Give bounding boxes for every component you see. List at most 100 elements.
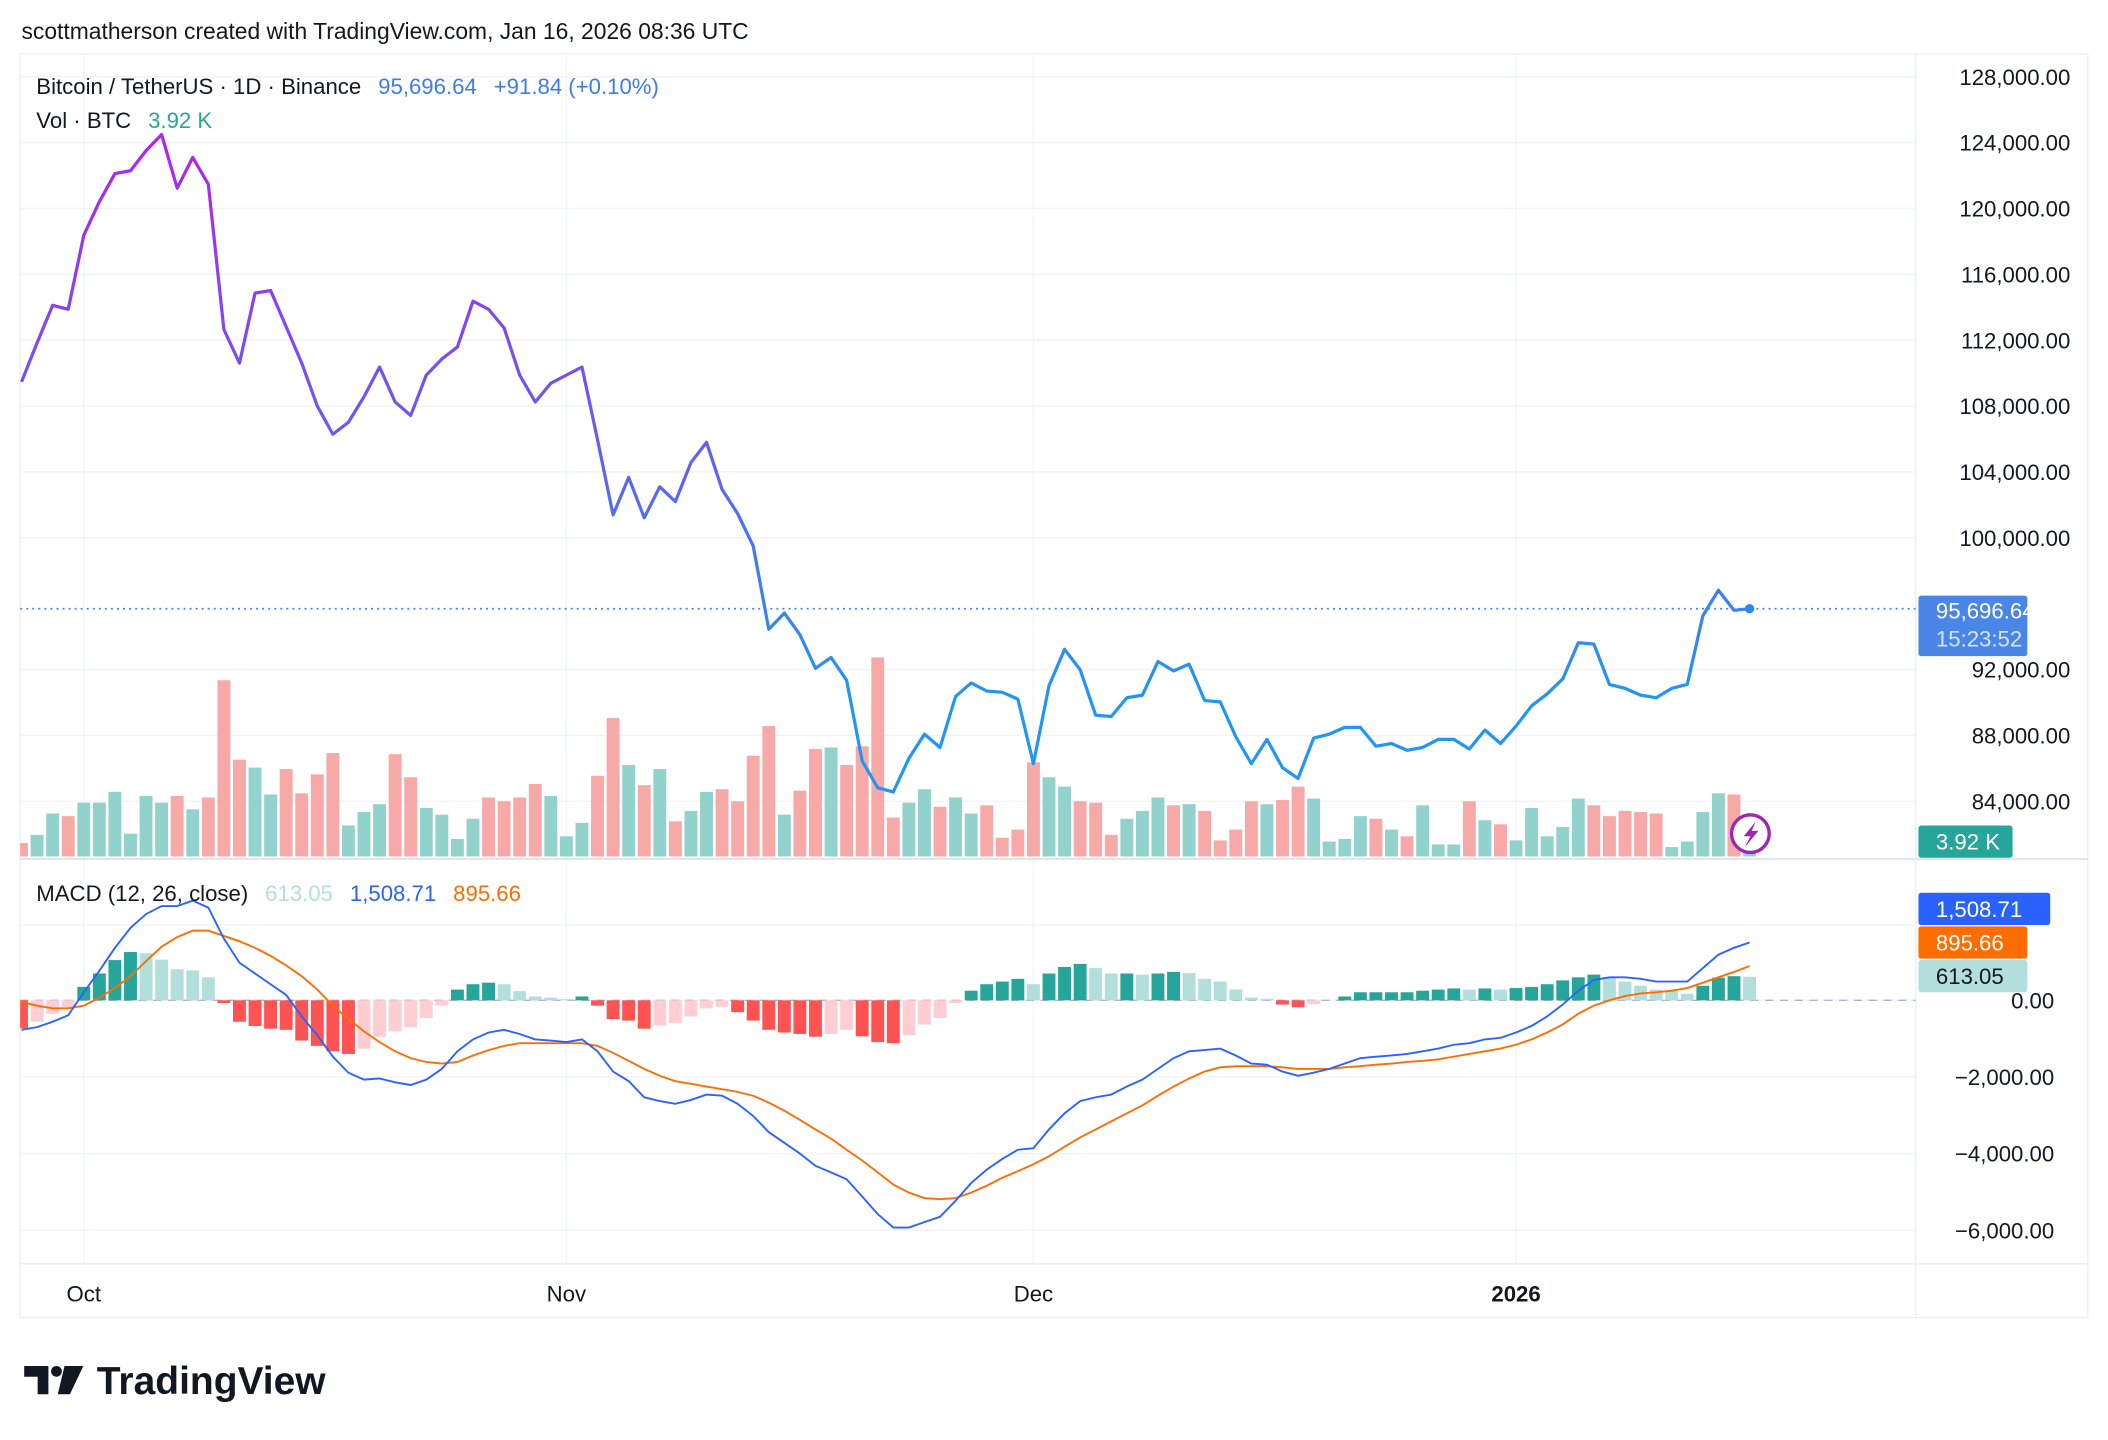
macd-histogram-bar (855, 1000, 869, 1037)
price-tick-label: 84,000.00 (1972, 789, 2071, 814)
macd-histogram-bar (1213, 981, 1227, 1001)
volume-bar (1587, 805, 1601, 857)
volume-bar (964, 813, 978, 857)
volume-bar (1353, 816, 1367, 857)
macd-histogram-bar (435, 1000, 449, 1006)
macd-histogram-bar (1307, 1000, 1321, 1005)
macd-histogram-bar (1260, 998, 1274, 1001)
volume-bar (840, 764, 854, 857)
macd-histogram-bar (1602, 977, 1616, 1001)
volume-bar (1509, 840, 1523, 857)
macd-histogram-bar (30, 1000, 44, 1022)
lightning-icon[interactable] (1729, 813, 1771, 855)
volume-bar (46, 813, 60, 857)
volume-bar (1089, 802, 1103, 857)
volume-bar (264, 794, 278, 857)
volume-bar (201, 797, 215, 857)
volume-bar (1525, 807, 1539, 857)
symbol-legend[interactable]: Bitcoin / TetherUS · 1D · Binance 95,696… (36, 74, 659, 99)
volume-legend-value: 3.92 K (148, 108, 212, 133)
volume-bar (1307, 798, 1321, 857)
last-price-dot (1744, 604, 1755, 614)
volume-bar (1291, 786, 1305, 857)
volume-bar (715, 789, 729, 857)
macd-pane (20, 899, 1916, 1229)
attribution-text: scottmatherson created with TradingView.… (22, 18, 749, 44)
macd-histogram-bar (186, 970, 200, 1001)
volume-bar (668, 821, 682, 857)
volume-legend[interactable]: Vol · BTC 3.92 K (36, 108, 212, 133)
macd-line (21, 899, 1750, 1229)
macd-histogram-bar (1696, 985, 1710, 1001)
macd-histogram-bar (668, 1000, 682, 1023)
volume-bar (233, 759, 246, 857)
macd-histogram-bar (606, 1000, 620, 1020)
volume-axis-label: 3.92 K (1918, 825, 2013, 858)
macd-title: MACD (12, 26, close) (36, 881, 248, 906)
macd-histogram-bar (20, 1000, 28, 1029)
macd-histogram-bar (746, 1000, 760, 1021)
macd-histogram-bar (544, 997, 558, 1001)
macd-histogram-bar (700, 1000, 713, 1009)
macd-histogram-bar (264, 1000, 278, 1029)
volume-title: Vol · BTC (36, 108, 131, 133)
macd-histogram-bar (419, 1000, 433, 1018)
volume-bar (388, 754, 402, 857)
macd-histogram-bar (155, 959, 169, 1001)
macd-histogram-bar (1182, 973, 1196, 1001)
macd-histogram-bar (1556, 980, 1570, 1001)
macd-histogram-bar (1120, 973, 1134, 1001)
volume-bar (450, 838, 464, 857)
volume-bar (1680, 841, 1694, 857)
macd-histogram-bar (684, 1000, 698, 1017)
volume-bar (684, 810, 698, 857)
volume-bar (1447, 844, 1461, 857)
price-tick-label: 120,000.00 (1959, 197, 2070, 222)
macd-histogram-bar (949, 1000, 963, 1003)
macd-histogram-bar (1151, 973, 1165, 1001)
volume-bar (1400, 836, 1414, 857)
tradingview-logo[interactable]: TradingView (24, 1360, 326, 1403)
volume-bar (92, 802, 106, 857)
volume-bar (20, 843, 28, 857)
volume-bar (435, 814, 449, 857)
macd-tick-label: −4,000.00 (1955, 1142, 2054, 1167)
volume-bar (762, 726, 776, 857)
volume-bar (124, 833, 137, 857)
volume-bar (809, 748, 822, 857)
volume-bar (482, 797, 496, 857)
macd-histogram-bar (1416, 990, 1430, 1001)
volume-bar (653, 769, 667, 857)
volume-bar (1431, 844, 1445, 857)
bar-countdown: 15:23:52 (1936, 627, 2022, 652)
macd-histogram-bar (840, 1000, 854, 1030)
macd-histogram-bar (513, 991, 527, 1001)
volume-bar (1120, 818, 1134, 857)
volume-bar (357, 812, 371, 857)
price-tick-label: 108,000.00 (1959, 394, 2070, 419)
macd-histogram-bar (233, 1000, 246, 1022)
volume-bar (155, 802, 169, 857)
macd-histogram-bar (637, 1000, 651, 1029)
volume-bar (61, 816, 75, 857)
macd-histogram-bar (1244, 997, 1258, 1001)
macd-tick-label: −6,000.00 (1955, 1218, 2054, 1243)
macd-histogram-bar (1353, 992, 1367, 1001)
volume-bar (1229, 829, 1243, 857)
volume-bar (528, 783, 542, 857)
macd-histogram-bar (497, 984, 511, 1001)
macd-histogram-bar (1447, 988, 1461, 1001)
price-tick-label: 124,000.00 (1959, 131, 2070, 156)
volume-bar (466, 818, 480, 857)
volume-bar (793, 790, 807, 857)
macd-histogram-bar (1478, 988, 1492, 1001)
macd-line-axis-value: 1,508.71 (1936, 897, 2022, 922)
macd-histogram-bar (326, 1000, 340, 1052)
macd-histogram-bar (559, 999, 573, 1001)
volume-bar (497, 801, 511, 857)
macd-legend[interactable]: MACD (12, 26, close) 613.05 1,508.71 895… (36, 881, 521, 906)
macd-histogram-bar (279, 1000, 293, 1030)
macd-histogram-bar (622, 1000, 636, 1021)
volume-bar (30, 834, 44, 857)
